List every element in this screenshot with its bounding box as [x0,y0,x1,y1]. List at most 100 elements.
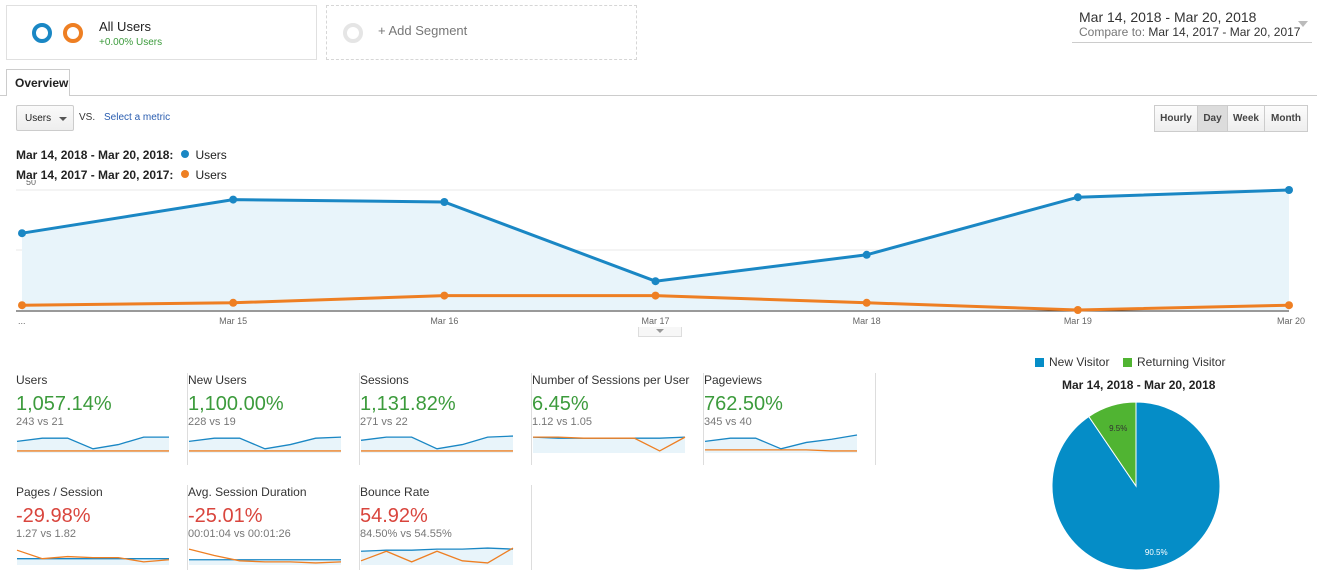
legend-swatch [1035,358,1044,367]
tab-divider [0,95,1317,96]
pie-slice-label: 9.5% [1109,424,1127,433]
sparkline [532,436,686,453]
scorecard-compare: 1.12 vs 1.05 [532,416,592,428]
spark-area [361,548,513,565]
scorecard-value: 762.50% [704,393,783,415]
tab-overview[interactable]: Overview [6,69,70,96]
chevron-down-icon [1298,21,1308,27]
spark-line-current [188,436,342,450]
spark-line-previous [360,547,514,564]
legend-previous-metric: Users [195,168,227,182]
sparkline [360,547,514,565]
legend-current: Mar 14, 2018 - Mar 20, 2018: Users [16,148,227,162]
scorecard-title: Sessions [360,373,409,387]
pie-slice-label: 90.5% [1145,548,1168,557]
scorecard-pageviews[interactable]: Pageviews 762.50% 345 vs 40 [704,373,876,465]
segment-subtitle: +0.00% Users [99,37,163,48]
scorecard-title: New Users [188,373,247,387]
scorecard-title: Users [16,373,48,387]
sparkline [16,436,169,453]
scorecard-new-users[interactable]: New Users 1,100.00% 228 vs 19 [188,373,360,465]
data-point [440,291,449,300]
data-point [1285,301,1293,310]
segment-placeholder-ring-icon [343,23,363,43]
scorecard-value: 6.45% [532,393,589,415]
visitor-type-pie-chart: 90.5% 9.5% [1051,401,1221,571]
chart-collapse-handle[interactable] [638,327,682,337]
scorecard-sessions[interactable]: Sessions 1,131.82% 271 vs 22 [360,373,532,465]
scorecard-value: 1,131.82% [360,393,456,415]
legend-previous: Mar 14, 2017 - Mar 20, 2017: Users [16,168,227,182]
chevron-down-icon [59,117,67,121]
legend-current-dot [181,150,190,158]
scorecard-compare: 271 vs 22 [360,416,408,428]
legend-previous-dot [181,170,190,178]
sparkline [16,549,170,565]
date-range-compare: Compare to: Mar 14, 2017 - Mar 20, 2017 [1079,25,1300,39]
scorecard-compare: 228 vs 19 [188,416,236,428]
legend-previous-range: Mar 14, 2017 - Mar 20, 2017: [16,168,174,182]
scorecard-value: -25.01% [188,505,263,527]
chevron-down-icon [656,329,664,333]
add-segment-button[interactable]: + Add Segment [326,5,637,60]
legend-current-metric: Users [195,148,227,162]
pie-legend-new-visitor: New Visitor [1035,355,1109,369]
data-point [229,195,238,204]
x-tick-label: ... [18,316,26,326]
spark-line-current [360,435,514,450]
y-tick-label: 50 [26,180,36,187]
metric-dropdown-label: Users [25,113,52,124]
scorecard-title: Number of Sessions per User [532,373,690,387]
segment-ring-icon [32,23,52,43]
series-area [22,190,1289,310]
data-point [229,298,238,307]
scorecard-avg-session-duration[interactable]: Avg. Session Duration -25.01% 00:01:04 v… [188,485,360,570]
scorecard-users[interactable]: Users 1,057.14% 243 vs 21 [16,373,188,465]
scorecard-pages-per-session[interactable]: Pages / Session -29.98% 1.27 vs 1.82 [16,485,188,570]
sparkline [360,435,514,453]
spark-line-current [360,547,514,552]
x-tick-label: Mar 15 [219,316,247,326]
scorecard-title: Pages / Session [16,485,103,499]
data-point [651,277,660,286]
hourly-button[interactable]: Hourly [1154,105,1198,132]
metric-dropdown[interactable]: Users [16,105,74,131]
data-point [1285,186,1293,194]
x-tick-label: Mar 18 [853,316,881,326]
scorecard-sessions-per-user[interactable]: Number of Sessions per User 6.45% 1.12 v… [532,373,704,465]
spark-line-previous [705,449,857,452]
date-range-picker[interactable]: Mar 14, 2018 - Mar 20, 2018 Compare to: … [1072,4,1312,43]
scorecard-title: Avg. Session Duration [188,485,307,499]
day-button[interactable]: Day [1197,105,1228,132]
legend-current-range: Mar 14, 2018 - Mar 20, 2018: [16,148,174,162]
compare-range: Mar 14, 2017 - Mar 20, 2017 [1148,25,1301,39]
x-tick-label: Mar 16 [430,316,458,326]
scorecard-bounce-rate[interactable]: Bounce Rate 54.92% 84.50% vs 54.55% [360,485,532,570]
compare-prefix: Compare to: [1079,25,1146,39]
segment-title: All Users [99,19,152,34]
pie-slice-returning-visitor [1088,401,1137,488]
scorecard-value: 54.92% [360,505,428,527]
x-tick-label: Mar 17 [641,316,669,326]
x-tick-label: Mar 19 [1064,316,1092,326]
pie-title: Mar 14, 2018 - Mar 20, 2018 [1062,378,1216,392]
spark-line-previous [188,548,342,564]
pie-legend-label: New Visitor [1049,355,1110,369]
scorecard-title: Pageviews [704,373,763,387]
select-metric-link[interactable]: Select a metric [104,112,171,123]
scorecard-compare: 345 vs 40 [704,416,752,428]
segment-all-users[interactable]: All Users +0.00% Users [6,5,317,60]
sparkline [704,434,858,453]
segment-ring-icon [63,23,83,43]
data-point [862,250,871,259]
spark-line-current [704,434,858,450]
week-button[interactable]: Week [1227,105,1265,132]
pie-legend-returning-visitor: Returning Visitor [1123,355,1226,369]
spark-line-current [16,436,169,450]
data-point [1073,306,1082,314]
month-button[interactable]: Month [1264,105,1308,132]
scorecard-compare: 00:01:04 vs 00:01:26 [188,528,291,540]
sparkline [188,436,342,453]
spark-area [189,437,341,453]
